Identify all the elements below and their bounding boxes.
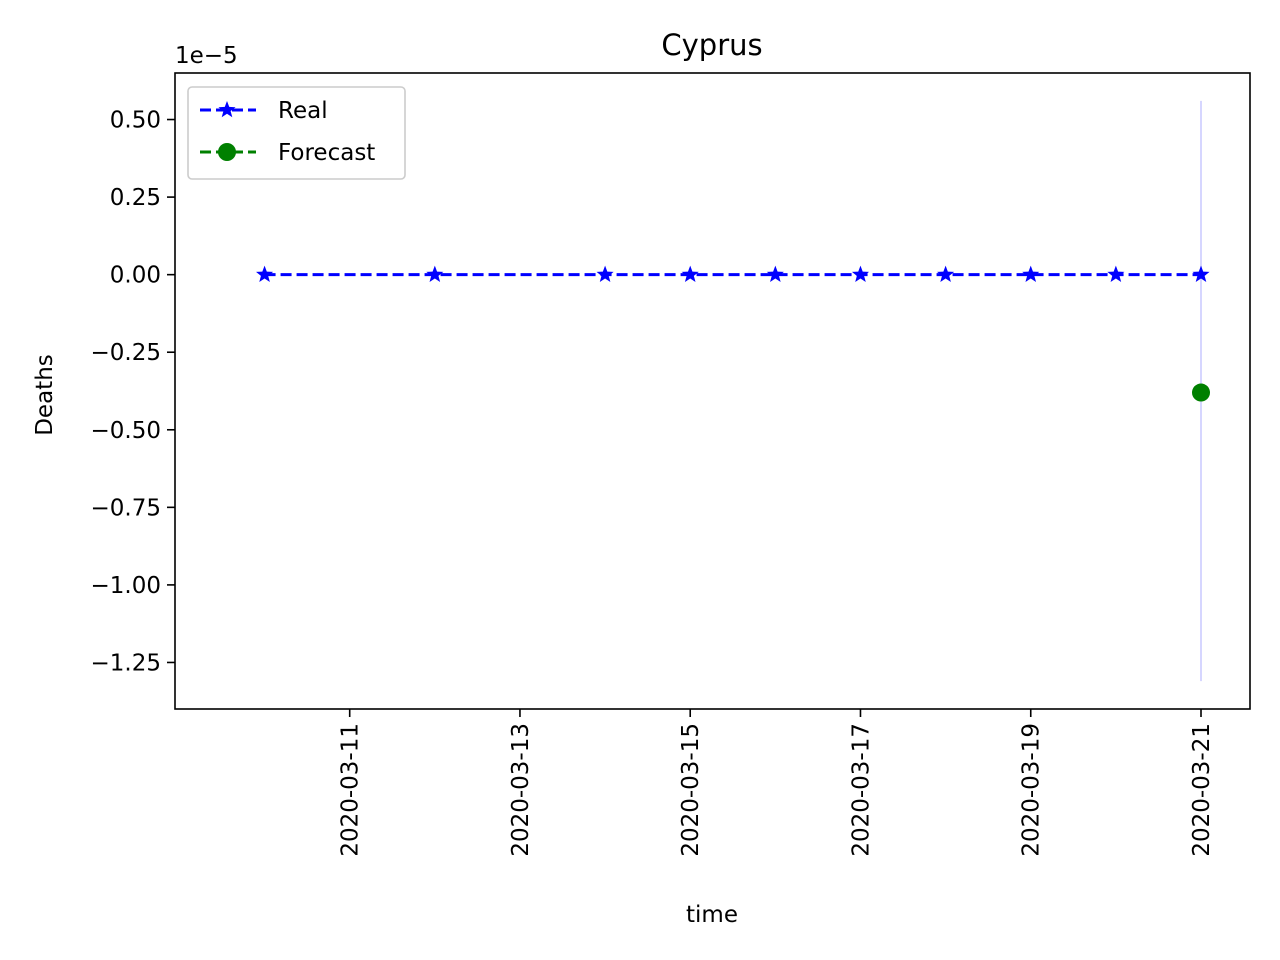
data-point-real	[256, 265, 274, 282]
y-tick-label: 0.25	[110, 185, 161, 211]
y-axis-label: Deaths	[32, 354, 58, 436]
data-point-real	[681, 265, 699, 282]
y-tick-label: 0.00	[110, 263, 161, 289]
plot-frame	[174, 72, 1251, 710]
legend-label-forecast: Forecast	[278, 140, 375, 166]
legend-marker-forecast	[218, 143, 236, 161]
y-tick-label: −1.00	[91, 573, 161, 599]
x-axis-label: time	[686, 902, 738, 928]
y-tick-label: −0.25	[91, 340, 161, 366]
y-tick-label: −0.50	[91, 418, 161, 444]
x-tick-label: 2020-03-13	[508, 723, 534, 857]
y-offset-label: 1e−5	[175, 43, 238, 69]
data-point-real	[596, 265, 614, 282]
data-point-forecast	[1192, 383, 1210, 402]
y-tick-label: −0.75	[91, 495, 161, 521]
plot-layer: 2020-03-11 2020-03-13 2020-03-15 2020-03-17…	[91, 100, 1215, 857]
chart-title: Cyprus	[661, 28, 762, 62]
x-tick-label: 2020-03-19	[1019, 723, 1045, 857]
data-point-real	[851, 265, 870, 282]
x-tick-label: 2020-03-17	[848, 723, 874, 857]
legend-label-real: Real	[278, 98, 328, 124]
data-point-real	[426, 265, 444, 282]
data-point-real	[937, 265, 955, 282]
legend: Real Forecast	[187, 86, 406, 180]
data-point-real	[766, 265, 784, 282]
data-point-real	[1022, 265, 1040, 282]
y-tick-label: 0.50	[110, 108, 161, 134]
data-point-real	[1192, 265, 1210, 282]
data-point-real	[1107, 265, 1125, 282]
legend-marker-real	[218, 101, 236, 118]
x-tick-label: 2020-03-21	[1189, 723, 1215, 857]
y-tick-label: −1.25	[91, 650, 161, 676]
x-tick-label: 2020-03-15	[678, 723, 704, 857]
x-tick-label: 2020-03-11	[338, 723, 364, 857]
